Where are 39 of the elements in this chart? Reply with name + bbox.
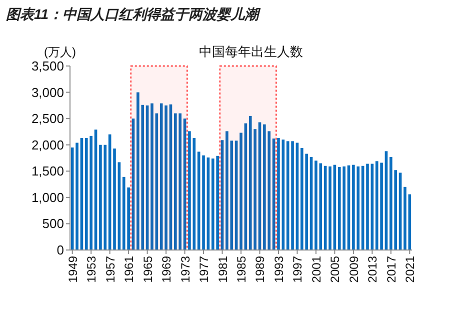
chart-subtitle: 中国每年出生人数 (199, 44, 303, 59)
x-tick-label: 1953 (84, 256, 99, 283)
chart-title: 图表11：中国人口红利得益于两波婴儿潮 (6, 6, 262, 22)
bar (277, 138, 280, 250)
bar (150, 103, 154, 250)
x-tick-label: 1977 (197, 256, 212, 283)
y-tick-label: 3,500 (31, 58, 64, 74)
x-tick-label: 2009 (346, 256, 361, 283)
bar (404, 186, 406, 250)
x-tick-label: 1969 (160, 256, 174, 283)
y-tick-label: 3,000 (31, 84, 64, 100)
y-tick-label: 1,000 (31, 190, 64, 205)
x-tick-label: 1957 (103, 256, 118, 283)
x-tick-label: 1961 (122, 256, 136, 283)
x-tick-label: 1993 (272, 256, 286, 283)
y-tick-label: 2,500 (31, 111, 64, 126)
bar (202, 155, 205, 250)
y-axis-title: (万人) (44, 45, 76, 59)
bar (240, 132, 242, 250)
x-tick-label: 1989 (253, 256, 268, 283)
x-tick-label: 1981 (216, 256, 230, 283)
y-tick-label: 2,000 (31, 137, 64, 152)
bar (328, 166, 332, 250)
x-tick-label: 2001 (309, 256, 324, 283)
x-tick-label: 1985 (234, 256, 248, 283)
x-tick-label: 2013 (366, 256, 380, 283)
bar (76, 142, 78, 250)
x-tick-label: 2017 (384, 256, 398, 283)
bar (113, 148, 116, 250)
y-tick-label: 500 (42, 216, 64, 232)
x-tick-label: 1949 (66, 256, 80, 283)
y-tick-label: 1,500 (31, 164, 64, 179)
y-tick-label: 0 (56, 242, 64, 258)
bar (366, 164, 369, 250)
x-tick-label: 1997 (290, 256, 305, 283)
x-tick-label: 1973 (178, 256, 192, 283)
x-tick-label: 2021 (403, 256, 418, 283)
x-tick-label: 1965 (140, 256, 155, 283)
x-tick-label: 2005 (328, 256, 342, 283)
